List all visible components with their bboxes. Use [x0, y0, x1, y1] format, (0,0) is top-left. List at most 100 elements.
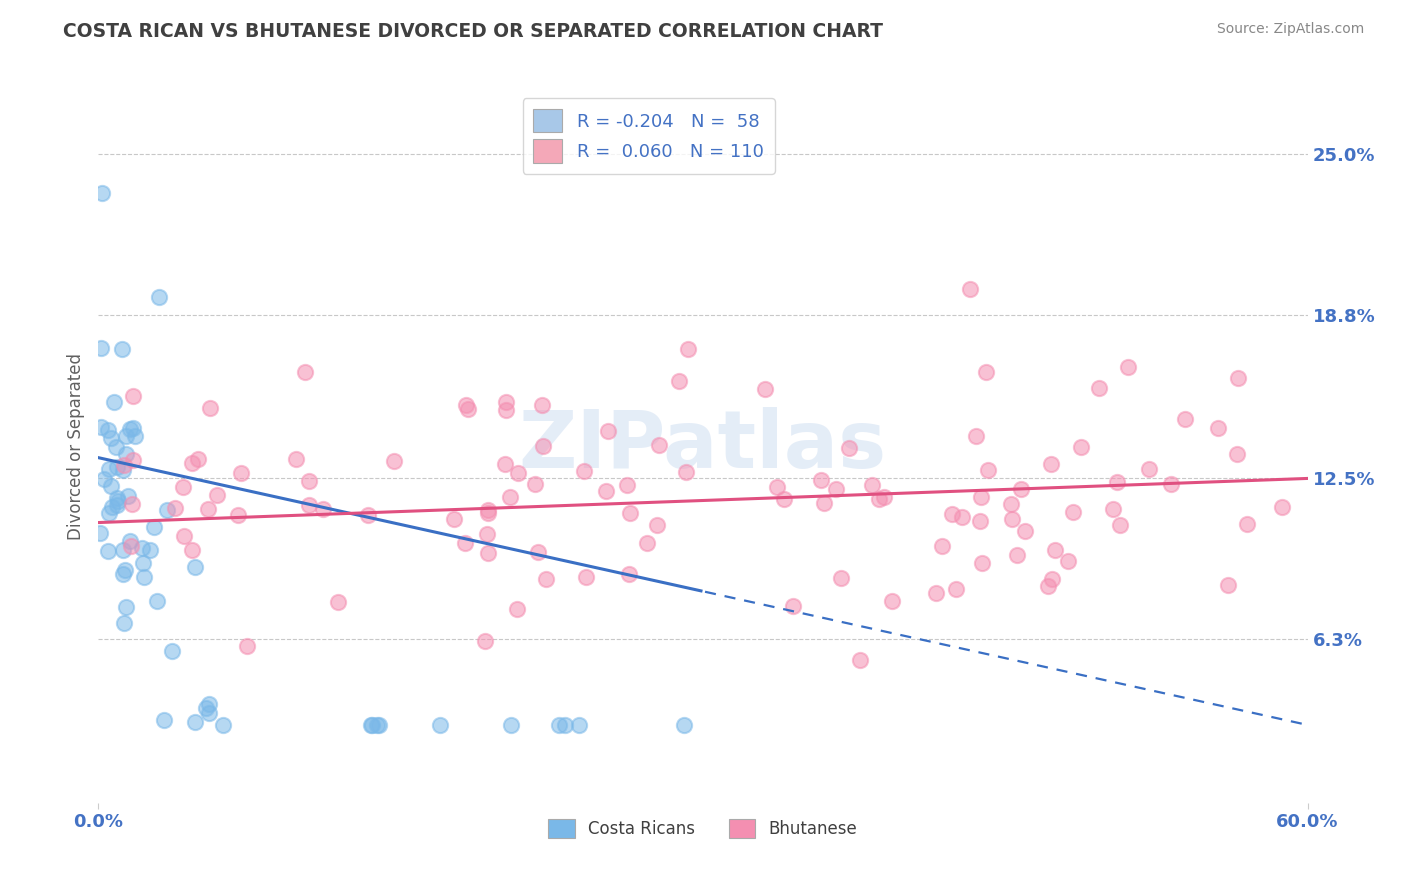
Text: COSTA RICAN VS BHUTANESE DIVORCED OR SEPARATED CORRELATION CHART: COSTA RICAN VS BHUTANESE DIVORCED OR SEP… — [63, 22, 883, 41]
Point — [676, 342, 699, 356]
Point — [969, 514, 991, 528]
Point — [173, 529, 195, 543]
Point — [443, 512, 465, 526]
Point — [648, 438, 671, 452]
Point — [1174, 412, 1197, 426]
Point — [112, 616, 135, 631]
Point — [1056, 554, 1078, 568]
Point — [782, 599, 804, 613]
Point — [105, 499, 128, 513]
Point — [139, 542, 162, 557]
Point — [523, 476, 546, 491]
Point — [122, 453, 145, 467]
Point — [495, 403, 517, 417]
Point — [121, 389, 143, 403]
Point — [959, 282, 981, 296]
Point — [198, 697, 221, 711]
Point — [970, 557, 993, 571]
Point — [454, 536, 477, 550]
Point — [93, 472, 115, 486]
Point — [163, 500, 186, 515]
Point — [115, 599, 138, 614]
Point — [873, 490, 896, 504]
Point — [1102, 501, 1125, 516]
Point — [1001, 512, 1024, 526]
Point — [499, 490, 522, 504]
Point — [114, 447, 136, 461]
Point — [97, 423, 120, 437]
Point — [1137, 462, 1160, 476]
Point — [105, 459, 128, 474]
Point — [925, 586, 948, 600]
Point — [111, 342, 134, 356]
Point — [574, 464, 596, 478]
Point — [1105, 475, 1128, 489]
Point — [534, 572, 557, 586]
Point — [105, 491, 128, 506]
Point — [134, 570, 156, 584]
Point — [495, 395, 517, 409]
Point — [100, 431, 122, 445]
Point — [1218, 578, 1240, 592]
Point — [575, 570, 598, 584]
Point — [97, 544, 120, 558]
Point — [198, 706, 221, 721]
Point — [156, 503, 179, 517]
Point — [148, 290, 170, 304]
Point — [970, 490, 993, 504]
Point — [107, 494, 129, 508]
Point — [636, 536, 658, 550]
Point — [619, 506, 641, 520]
Point — [860, 478, 883, 492]
Point — [212, 718, 235, 732]
Point — [849, 653, 872, 667]
Point — [146, 594, 169, 608]
Point — [294, 365, 316, 379]
Point — [965, 428, 987, 442]
Point — [226, 508, 249, 522]
Point — [90, 186, 112, 200]
Point — [187, 452, 209, 467]
Point — [554, 718, 576, 732]
Point — [181, 542, 204, 557]
Point — [114, 563, 136, 577]
Point — [368, 718, 391, 732]
Text: ZIPatlas: ZIPatlas — [519, 407, 887, 485]
Point — [531, 398, 554, 412]
Point — [366, 718, 388, 732]
Point — [598, 424, 620, 438]
Point — [813, 496, 835, 510]
Point — [285, 451, 308, 466]
Point — [111, 566, 134, 581]
Point — [1010, 482, 1032, 496]
Text: Source: ZipAtlas.com: Source: ZipAtlas.com — [1216, 22, 1364, 37]
Point — [765, 480, 787, 494]
Point — [1042, 572, 1064, 586]
Point — [1036, 580, 1059, 594]
Point — [1236, 516, 1258, 531]
Point — [1088, 381, 1111, 395]
Point — [672, 718, 695, 732]
Point — [118, 533, 141, 548]
Point — [508, 466, 530, 480]
Point — [1007, 548, 1029, 562]
Point — [121, 539, 143, 553]
Point — [977, 463, 1000, 477]
Point — [754, 382, 776, 396]
Point — [115, 429, 138, 443]
Point — [100, 479, 122, 493]
Point — [810, 474, 832, 488]
Point — [231, 466, 253, 480]
Point — [98, 461, 121, 475]
Point — [357, 508, 380, 522]
Point — [131, 541, 153, 555]
Point — [595, 483, 617, 498]
Point — [1226, 371, 1249, 385]
Point — [200, 401, 222, 415]
Point — [326, 595, 349, 609]
Point — [90, 341, 112, 355]
Point — [1206, 420, 1229, 434]
Point — [773, 492, 796, 507]
Point — [474, 633, 496, 648]
Point — [197, 501, 219, 516]
